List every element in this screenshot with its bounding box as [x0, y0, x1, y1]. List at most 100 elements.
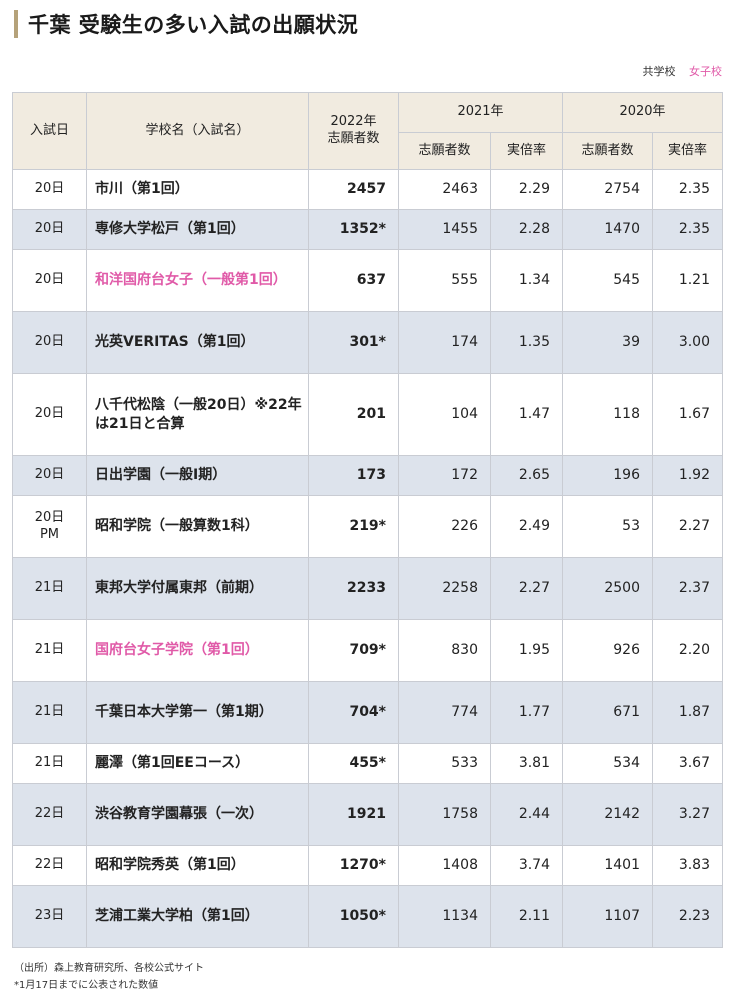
table-row: 21日 千葉日本大学第一（第1期） 704* 774 1.77 671 1.87 — [12, 681, 723, 744]
cell-2020-ratio: 3.83 — [652, 845, 723, 886]
cell-2021-ratio: 2.44 — [490, 783, 563, 846]
cell-2021-applicants: 2463 — [398, 169, 491, 210]
cell-2021-ratio: 2.29 — [490, 169, 563, 210]
cell-date-day: 20日 — [34, 509, 65, 525]
cell-date-day: 21日 — [34, 580, 65, 596]
cell-2021-applicants: 533 — [398, 743, 491, 784]
header-2020-applicants: 志願者数 — [562, 132, 653, 170]
cell-2020-applicants: 1107 — [562, 885, 653, 948]
cell-date: 20日 — [12, 455, 87, 496]
cell-2021-applicants: 1134 — [398, 885, 491, 948]
cell-school: 光英VERITAS（第1回） — [86, 311, 309, 374]
table-row: 20日 八千代松陰（一般20日）※22年は21日と合算 201 104 1.47 118 1… — [12, 373, 723, 456]
cell-2020-ratio: 2.35 — [652, 169, 723, 210]
table-row: 21日 東邦大学付属東邦（前期） 2233 2258 2.27 2500 2.37 — [12, 557, 723, 620]
table-row: 22日 渋谷教育学園幕張（一次） 1921 1758 2.44 2142 3.27 — [12, 783, 723, 846]
cell-2021-applicants: 174 — [398, 311, 491, 374]
cell-2022-applicants: 637 — [308, 249, 399, 312]
cell-school: 昭和学院秀英（第1回） — [86, 845, 309, 886]
footer-source: （出所）森上教育研究所、各校公式サイト — [14, 963, 204, 974]
cell-2022-applicants: 219* — [308, 495, 399, 558]
cell-2021-applicants: 830 — [398, 619, 491, 682]
cell-2020-ratio: 1.92 — [652, 455, 723, 496]
header-2022-applicants: 志願者数 — [327, 131, 380, 146]
cell-school: 市川（第1回） — [86, 169, 309, 210]
cell-2020-applicants: 926 — [562, 619, 653, 682]
cell-2021-ratio: 1.35 — [490, 311, 563, 374]
cell-date-day: 20日 — [34, 221, 65, 237]
cell-2021-ratio: 2.28 — [490, 209, 563, 250]
cell-school: 和洋国府台女子（一般第1回） — [86, 249, 309, 312]
cell-2020-applicants: 196 — [562, 455, 653, 496]
cell-date: 21日 — [12, 557, 87, 620]
cell-school: 渋谷教育学園幕張（一次） — [86, 783, 309, 846]
cell-date-day: 21日 — [34, 704, 65, 720]
cell-date-day: 20日 — [34, 181, 65, 197]
legend-coed: 共学校 — [642, 65, 676, 78]
footer-note: *1月17日までに公表された数値 — [14, 980, 159, 991]
title-bar: 千葉 受験生の多い入試の出願状況 — [14, 8, 358, 40]
cell-2021-applicants: 226 — [398, 495, 491, 558]
cell-2021-applicants: 774 — [398, 681, 491, 744]
cell-date: 20日 — [12, 169, 87, 210]
cell-2020-ratio: 2.37 — [652, 557, 723, 620]
cell-2021-ratio: 2.65 — [490, 455, 563, 496]
cell-2020-applicants: 2754 — [562, 169, 653, 210]
cell-date-day: 20日 — [34, 406, 65, 422]
cell-2020-applicants: 39 — [562, 311, 653, 374]
header-2022: 2022年 志願者数 — [308, 92, 399, 170]
cell-2020-applicants: 1401 — [562, 845, 653, 886]
table-row: 20日 光英VERITAS（第1回） 301* 174 1.35 39 3.00 — [12, 311, 723, 374]
cell-2022-applicants: 173 — [308, 455, 399, 496]
table-row: 20日 市川（第1回） 2457 2463 2.29 2754 2.35 — [12, 169, 723, 210]
cell-date-day: 22日 — [34, 806, 65, 822]
cell-2021-applicants: 1408 — [398, 845, 491, 886]
cell-date-day: 20日 — [34, 334, 65, 350]
cell-2020-ratio: 3.67 — [652, 743, 723, 784]
cell-2020-applicants: 2500 — [562, 557, 653, 620]
cell-2022-applicants: 1921 — [308, 783, 399, 846]
cell-2021-applicants: 555 — [398, 249, 491, 312]
cell-school: 八千代松陰（一般20日）※22年は21日と合算 — [86, 373, 309, 456]
cell-2020-ratio: 1.87 — [652, 681, 723, 744]
cell-2020-ratio: 1.21 — [652, 249, 723, 312]
cell-2020-applicants: 1470 — [562, 209, 653, 250]
cell-date: 23日 — [12, 885, 87, 948]
cell-2021-ratio: 1.77 — [490, 681, 563, 744]
cell-2022-applicants: 455* — [308, 743, 399, 784]
cell-date-day: 22日 — [34, 857, 65, 873]
table-row: 20日 和洋国府台女子（一般第1回） 637 555 1.34 545 1.21 — [12, 249, 723, 312]
cell-2022-applicants: 709* — [308, 619, 399, 682]
cell-date: 21日 — [12, 681, 87, 744]
header-2022-year: 2022年 — [330, 114, 377, 130]
table-row: 22日 昭和学院秀英（第1回） 1270* 1408 3.74 1401 3.83 — [12, 845, 723, 886]
cell-2020-ratio: 2.23 — [652, 885, 723, 948]
legend: 共学校 女子校 — [643, 63, 723, 79]
cell-2020-ratio: 1.67 — [652, 373, 723, 456]
cell-school: 東邦大学付属東邦（前期） — [86, 557, 309, 620]
cell-2021-ratio: 3.74 — [490, 845, 563, 886]
cell-2022-applicants: 2457 — [308, 169, 399, 210]
header-2021: 2021年 — [398, 92, 563, 133]
cell-2021-applicants: 1758 — [398, 783, 491, 846]
cell-2021-applicants: 104 — [398, 373, 491, 456]
table-body: 20日 市川（第1回） 2457 2463 2.29 2754 2.35 20日 専修大学松戸（… — [12, 169, 723, 948]
cell-date-day: 21日 — [34, 755, 65, 771]
header-2020-ratio: 実倍率 — [652, 132, 723, 170]
footer: （出所）森上教育研究所、各校公式サイト *1月17日までに公表された数値 — [14, 960, 204, 994]
title-accent-bar — [14, 10, 18, 38]
cell-2021-ratio: 1.47 — [490, 373, 563, 456]
cell-2022-applicants: 301* — [308, 311, 399, 374]
cell-date: 20日 — [12, 209, 87, 250]
cell-2022-applicants: 1352* — [308, 209, 399, 250]
cell-date: 21日 — [12, 619, 87, 682]
cell-2020-applicants: 53 — [562, 495, 653, 558]
applications-table: 入試日 学校名（入試名） 2022年 志願者数 2021年 2020年 志願者数… — [12, 92, 723, 948]
cell-date: 21日 — [12, 743, 87, 784]
cell-2021-ratio: 2.11 — [490, 885, 563, 948]
cell-date: 20日 — [12, 311, 87, 374]
header-2021-applicants: 志願者数 — [398, 132, 491, 170]
cell-date: 22日 — [12, 783, 87, 846]
table-row: 20日 日出学園（一般Ⅰ期） 173 172 2.65 196 1.92 — [12, 455, 723, 496]
cell-2020-ratio: 2.35 — [652, 209, 723, 250]
